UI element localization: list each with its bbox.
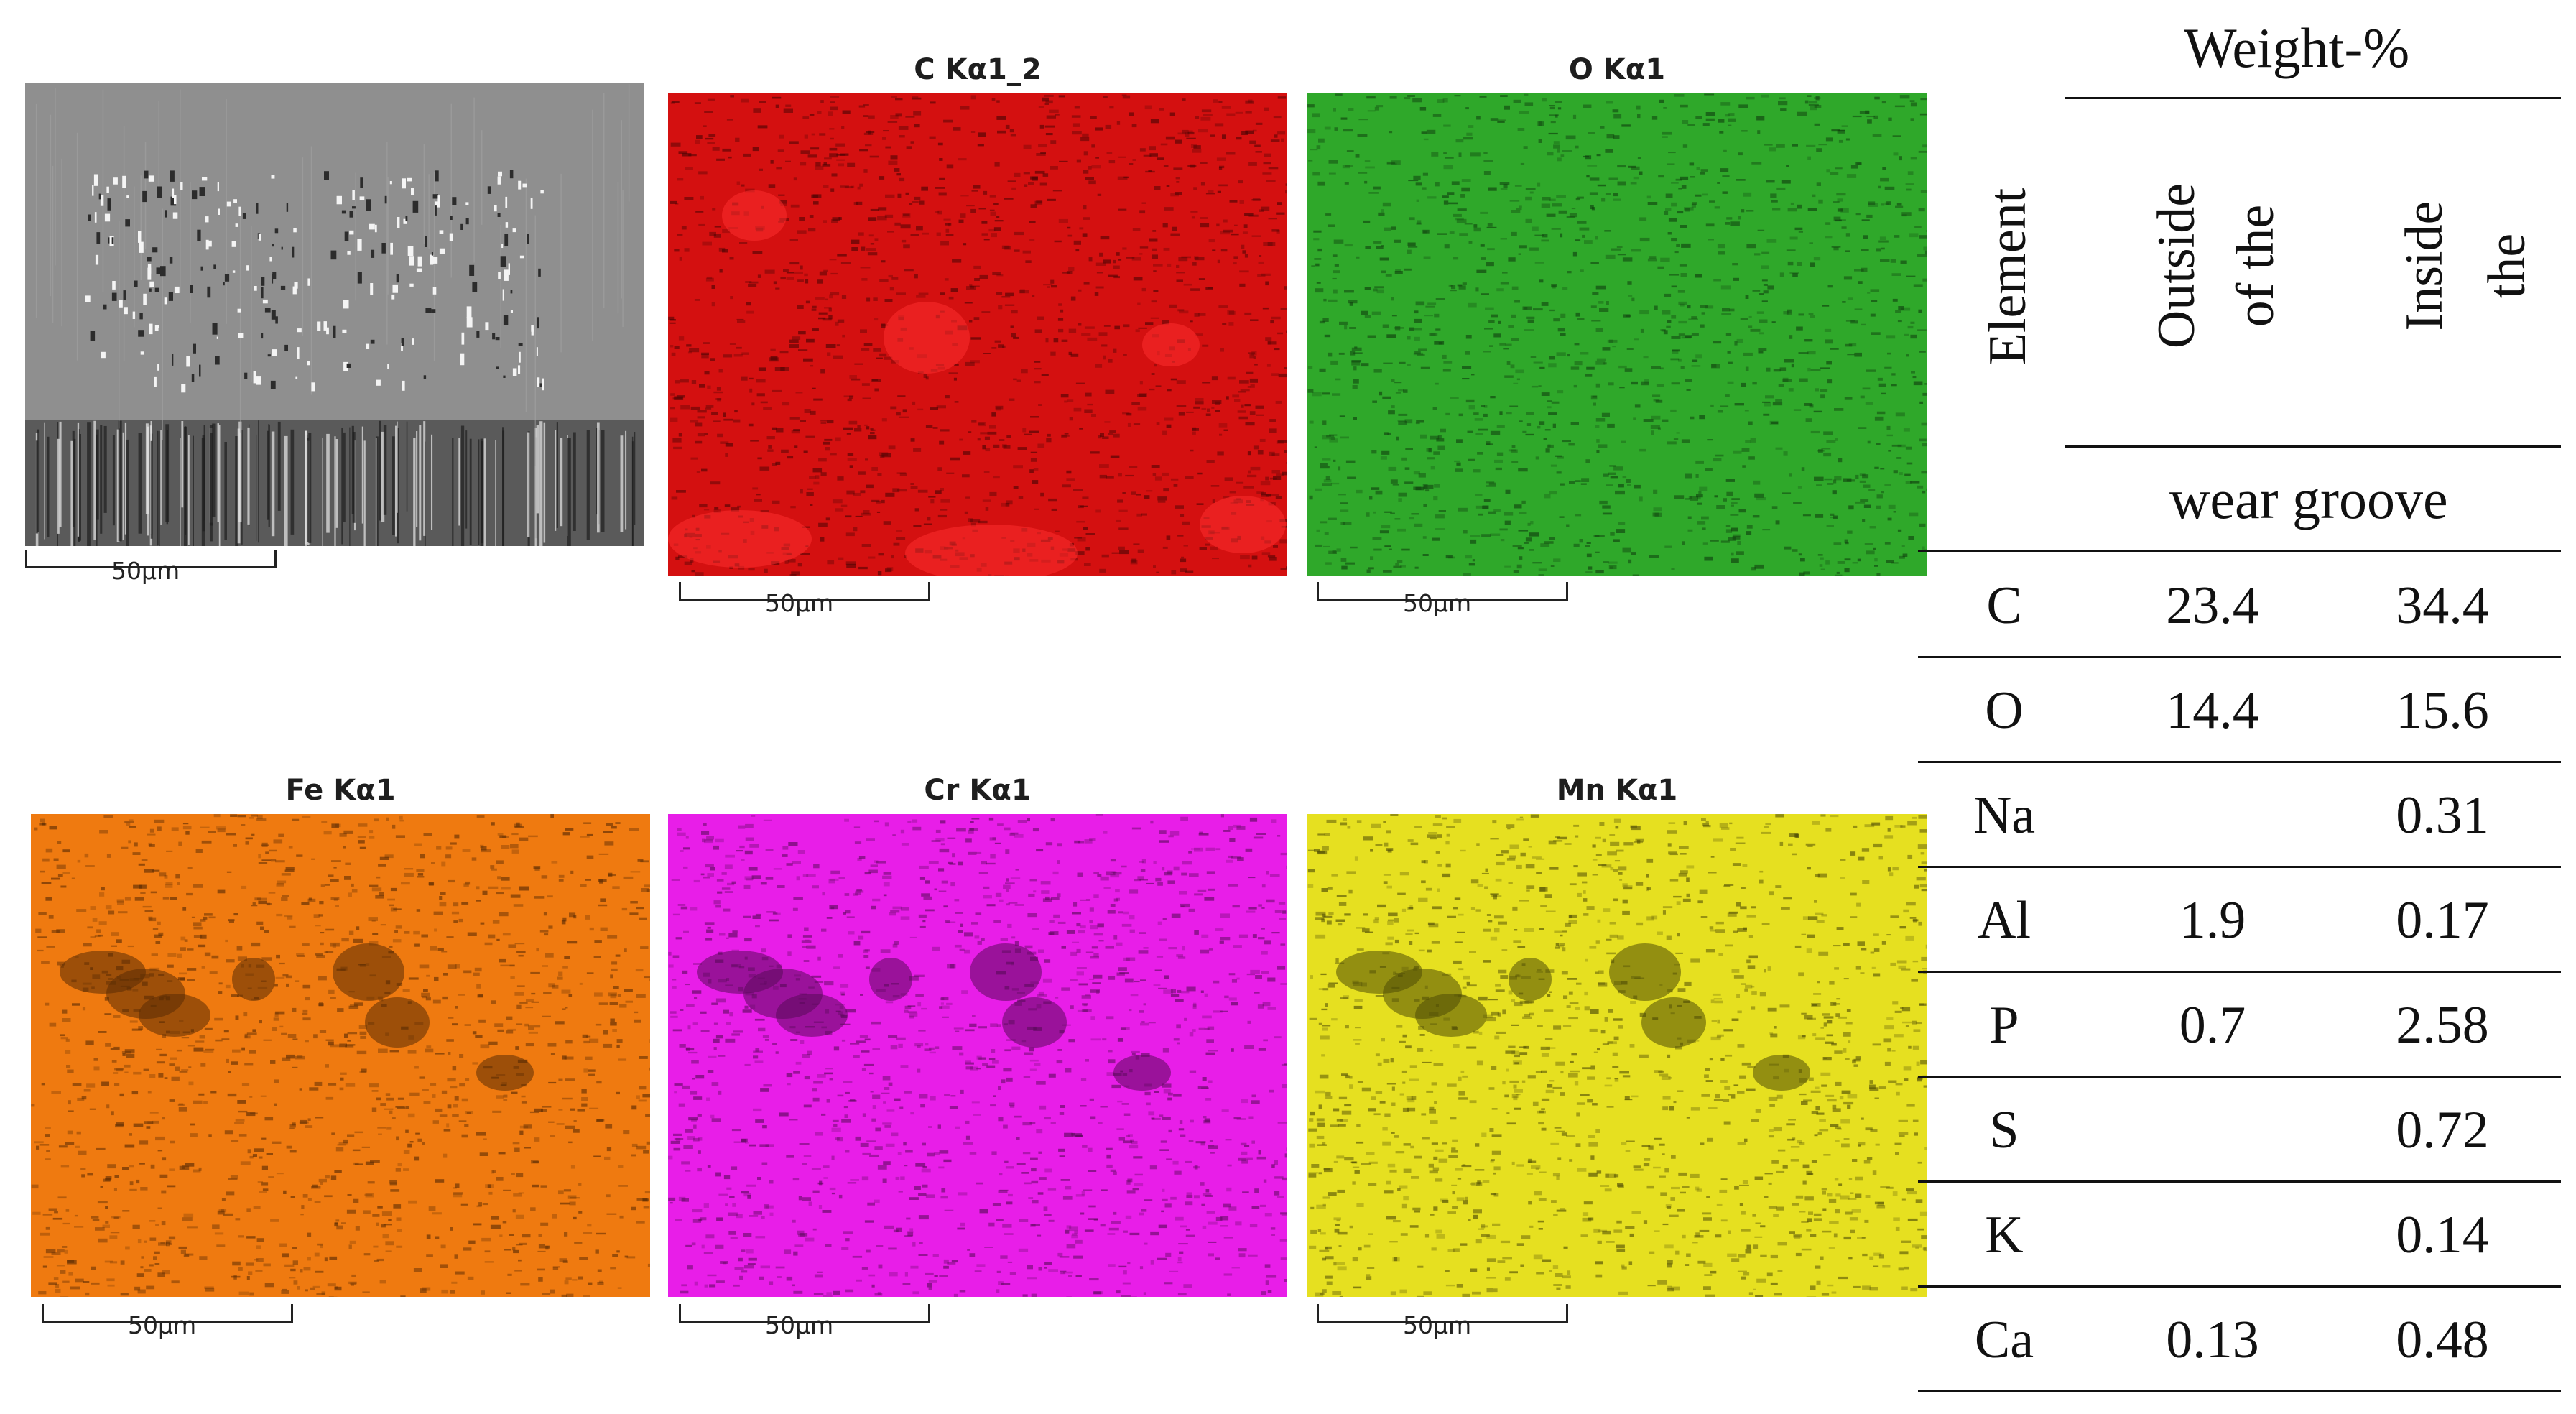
row-rule	[1918, 1076, 2561, 1078]
header-rule-mid	[2065, 445, 2561, 448]
cr-scale-label: 50µm	[765, 1311, 834, 1339]
element-cell: C	[1986, 576, 2022, 635]
element-cell: Al	[1978, 891, 2031, 950]
o-map	[1307, 93, 1927, 576]
outside-value-cell: 0.7	[2179, 996, 2246, 1055]
outside-value-cell: 0.13	[2166, 1311, 2259, 1369]
inside-value-cell: 0.48	[2396, 1311, 2489, 1369]
mn-map-graphic	[1307, 814, 1927, 1297]
inside-value-cell: 0.17	[2396, 891, 2489, 950]
cr-map-graphic	[668, 814, 1287, 1297]
element-cell: S	[1989, 1101, 2019, 1160]
sem-scale-bar	[25, 550, 277, 568]
outside-value-cell: 23.4	[2166, 576, 2259, 635]
row-rule	[1918, 866, 2561, 868]
row-rule	[1918, 1285, 2561, 1288]
cr-scale-bar	[679, 1304, 930, 1323]
row-rule	[1918, 971, 2561, 973]
mn-scale-bar	[1317, 1304, 1568, 1323]
c-scale-label: 50µm	[765, 589, 834, 617]
mn-map	[1307, 814, 1927, 1297]
inside-value-cell: 0.14	[2396, 1206, 2489, 1265]
fe-scale-label: 50µm	[128, 1311, 197, 1339]
sem-scale-label: 50µm	[111, 557, 180, 585]
outside-header-line2: of the	[2226, 204, 2285, 328]
header-rule-top	[2065, 97, 2561, 99]
inside-header-line2: the	[2478, 233, 2536, 299]
sem-image-graphic	[25, 83, 644, 546]
cr-map	[668, 814, 1287, 1297]
element-header: Element	[1978, 188, 2037, 366]
fe-scale-bar	[42, 1304, 293, 1323]
o-map-title: O Kα1	[1568, 53, 1666, 86]
mn-map-title: Mn Kα1	[1556, 774, 1678, 807]
header-rule-bottom	[1918, 550, 2561, 552]
inside-value-cell: 0.31	[2396, 786, 2489, 845]
row-rule	[1918, 1180, 2561, 1183]
o-scale-bar	[1317, 582, 1568, 601]
c-map-title: C Kα1_2	[914, 53, 1042, 86]
cr-map-title: Cr Kα1	[924, 774, 1032, 807]
weight-percent-header: Weight-%	[2184, 17, 2410, 79]
wear-groove-subheader: wear groove	[2169, 468, 2448, 530]
inside-value-cell: 15.6	[2396, 681, 2489, 740]
fe-map-graphic	[31, 814, 650, 1297]
sem-image	[25, 83, 644, 546]
o-map-graphic	[1307, 93, 1927, 576]
inside-value-cell: 2.58	[2396, 996, 2489, 1055]
inside-header-line1: Inside	[2395, 200, 2454, 331]
inside-value-cell: 34.4	[2396, 576, 2489, 635]
outside-value-cell: 1.9	[2179, 891, 2246, 950]
row-rule	[1918, 761, 2561, 763]
fe-map	[31, 814, 650, 1297]
element-cell: P	[1989, 996, 2019, 1055]
element-cell: K	[1985, 1206, 2024, 1265]
c-map	[668, 93, 1287, 576]
element-cell: O	[1985, 681, 2024, 740]
row-rule	[1918, 1390, 2561, 1392]
mn-scale-label: 50µm	[1403, 1311, 1472, 1339]
o-scale-label: 50µm	[1403, 589, 1472, 617]
element-cell: Ca	[1974, 1311, 2034, 1369]
row-rule	[1918, 656, 2561, 658]
element-cell: Na	[1973, 786, 2036, 845]
c-scale-bar	[679, 582, 930, 601]
fe-map-title: Fe Kα1	[285, 774, 396, 807]
c-map-graphic	[668, 93, 1287, 576]
outside-value-cell: 14.4	[2166, 681, 2259, 740]
inside-value-cell: 0.72	[2396, 1101, 2489, 1160]
outside-header-line1: Outside	[2147, 182, 2206, 349]
